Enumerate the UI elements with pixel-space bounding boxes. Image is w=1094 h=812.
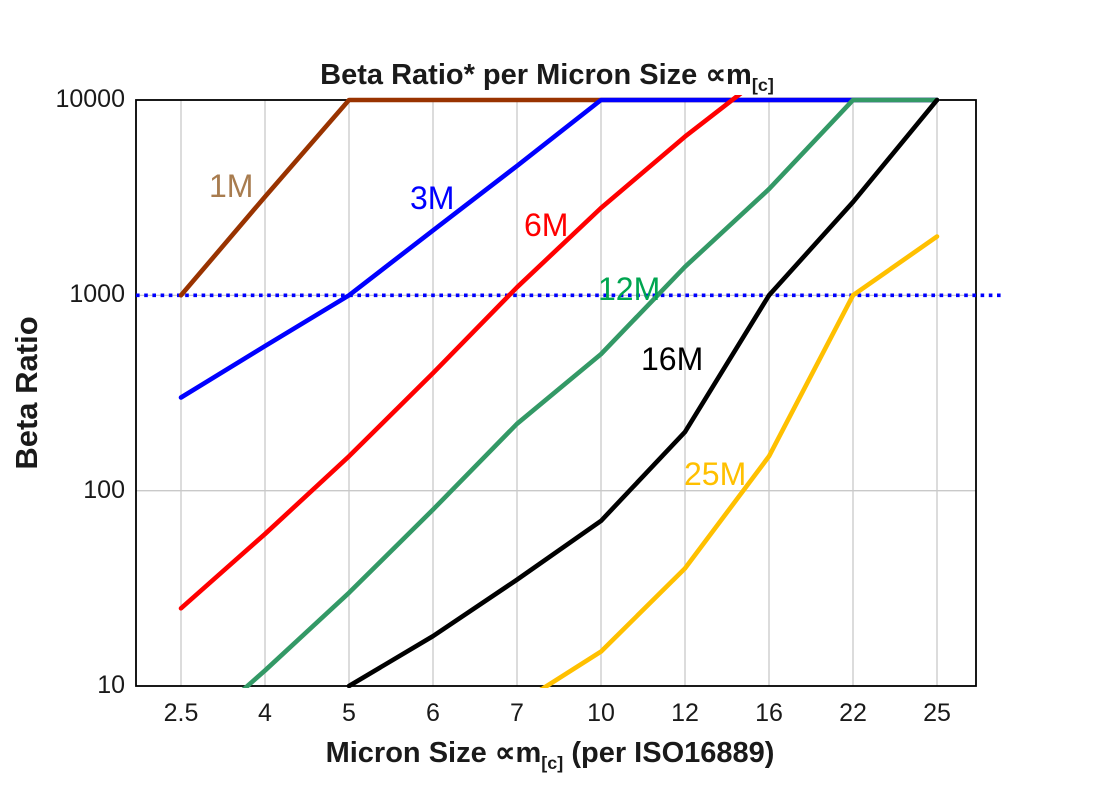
- series-label-6M: 6M: [524, 207, 569, 243]
- x-tick-10: 10: [587, 699, 615, 727]
- x-tick-25: 25: [923, 699, 951, 727]
- x-tick-4: 4: [258, 699, 272, 727]
- series-line-25M: [539, 234, 940, 688]
- x-tick-12: 12: [671, 699, 699, 727]
- x-axis-title-suffix: (per ISO16889): [563, 737, 775, 769]
- x-tick-7: 7: [510, 699, 524, 727]
- series-line-3M: [178, 97, 940, 400]
- series-label-1M: 1M: [209, 168, 254, 204]
- chart-title-unit: ∝m: [705, 59, 752, 91]
- series-label-25M: 25M: [684, 456, 747, 492]
- x-axis-title-unit: ∝m: [494, 737, 542, 769]
- x-tick-5: 5: [342, 699, 356, 727]
- chart-title-text: Beta Ratio* per Micron Size: [320, 59, 706, 91]
- y-tick-1000: 1000: [69, 280, 125, 309]
- x-tick-22: 22: [839, 699, 867, 727]
- y-tick-10: 10: [97, 671, 125, 699]
- series-line-6M: [178, 95, 743, 611]
- x-tick-6: 6: [426, 699, 440, 727]
- chart-title-subscript: [c]: [751, 74, 774, 95]
- x-axis-title-text: Micron Size: [325, 737, 495, 769]
- series-line-12M: [241, 97, 940, 688]
- series-line-16M: [346, 97, 940, 688]
- x-axis-title-subscript: [c]: [541, 752, 564, 773]
- x-tick-2.5: 2.5: [163, 699, 199, 727]
- series-label-12M: 12M: [598, 271, 661, 307]
- chart-title: Beta Ratio* per Micron Size ∝m[c]: [0, 57, 1094, 96]
- y-tick-10000: 10000: [55, 85, 125, 113]
- series-label-16M: 16M: [641, 341, 704, 377]
- x-axis-title: Micron Size ∝m[c] (per ISO16889): [100, 735, 1000, 774]
- y-tick-100: 100: [83, 475, 125, 504]
- x-tick-16: 16: [755, 699, 783, 727]
- series-label-3M: 3M: [410, 180, 455, 216]
